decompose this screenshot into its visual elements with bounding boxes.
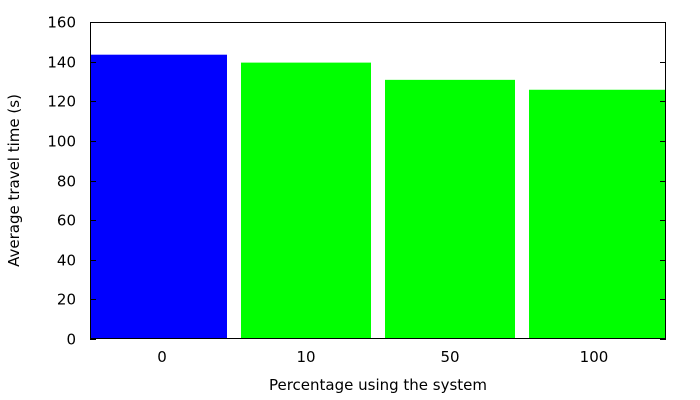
x-tick-label-50: 50: [440, 348, 459, 366]
y-tick-label: 100: [47, 133, 76, 151]
x-tick-label-0: 0: [157, 348, 167, 366]
bar-100: [529, 89, 666, 339]
x-tick-label-100: 100: [580, 348, 609, 366]
plot-frame: [90, 22, 666, 339]
y-tick-label: 120: [47, 93, 76, 111]
y-tick-label: 40: [57, 252, 76, 270]
y-axis-title: Average travel time (s): [5, 94, 23, 267]
tick-labels-layer: 0 20 40 60 80 100 120 140 160 0 10 50 100: [47, 14, 608, 367]
y-tick-label: 60: [57, 212, 76, 230]
ticks-layer: [90, 22, 666, 340]
bars-layer: [90, 54, 666, 340]
x-tick-label-10: 10: [296, 348, 315, 366]
y-tick-label: 80: [57, 173, 76, 191]
y-tick-label: 160: [47, 14, 76, 32]
y-tick-label: 0: [66, 331, 76, 349]
bar-10: [241, 62, 371, 339]
bar-0: [90, 54, 227, 340]
bar-50: [385, 79, 515, 339]
y-tick-label: 20: [57, 291, 76, 309]
y-tick-label: 140: [47, 54, 76, 72]
x-axis-title: Percentage using the system: [269, 376, 487, 394]
